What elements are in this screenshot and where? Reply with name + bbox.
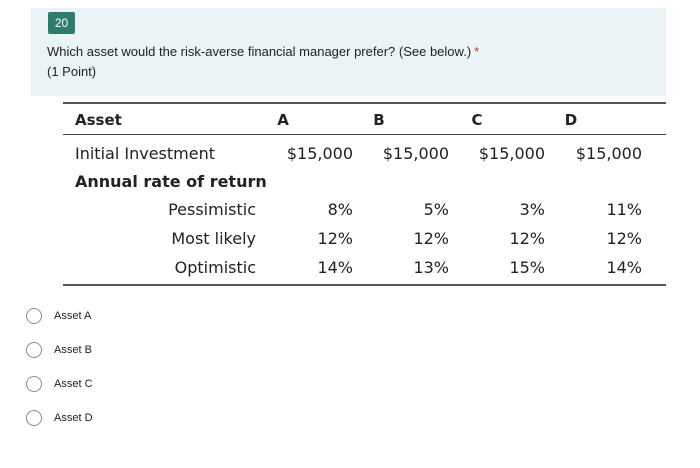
option-asset-d[interactable]: Asset D <box>26 408 226 428</box>
option-asset-b[interactable]: Asset B <box>26 340 226 360</box>
most-likely-a: 12% <box>317 229 353 248</box>
table-top-rule <box>63 102 666 104</box>
optimistic-a: 14% <box>317 258 353 277</box>
header-asset-label: Asset <box>75 111 122 129</box>
table-bottom-rule <box>63 284 666 286</box>
radio-button-icon[interactable] <box>26 342 42 358</box>
initial-investment-b: $15,000 <box>382 144 449 163</box>
pessimistic-d: 11% <box>606 200 642 219</box>
optimistic-c: 15% <box>509 258 545 277</box>
question-prompt: Which asset would the risk-averse financ… <box>47 44 472 59</box>
pessimistic-a: 8% <box>327 200 353 219</box>
option-label: Asset D <box>54 412 93 424</box>
question-points: (1 Point) <box>47 64 97 79</box>
header-col-b: B <box>373 111 385 129</box>
option-asset-c[interactable]: Asset C <box>26 374 226 394</box>
pessimistic-c: 3% <box>519 200 545 219</box>
row-label-most-likely: Most likely <box>171 229 256 248</box>
annual-rate-label: Annual rate of return <box>75 172 267 191</box>
table-header-rule <box>63 134 666 135</box>
option-label: Asset B <box>54 344 92 356</box>
initial-investment-c: $15,000 <box>478 144 545 163</box>
question-text: Which asset would the risk-averse financ… <box>47 43 647 61</box>
optimistic-b: 13% <box>413 258 449 277</box>
initial-investment-label: Initial Investment <box>75 144 215 163</box>
initial-investment-a: $15,000 <box>286 144 353 163</box>
row-label-pessimistic: Pessimistic <box>168 200 256 219</box>
most-likely-c: 12% <box>509 229 545 248</box>
required-asterisk: * <box>474 44 480 59</box>
optimistic-d: 14% <box>606 258 642 277</box>
option-label: Asset A <box>54 310 92 322</box>
asset-table: Asset A B C D Initial Investment $15,000… <box>31 96 666 294</box>
most-likely-d: 12% <box>606 229 642 248</box>
pessimistic-b: 5% <box>423 200 449 219</box>
header-col-c: C <box>471 111 483 129</box>
radio-button-icon[interactable] <box>26 308 42 324</box>
header-col-a: A <box>277 111 289 129</box>
initial-investment-d: $15,000 <box>575 144 642 163</box>
header-col-d: D <box>564 111 578 129</box>
option-label: Asset C <box>54 378 93 390</box>
most-likely-b: 12% <box>413 229 449 248</box>
question-number-badge: 20 <box>48 12 75 34</box>
radio-button-icon[interactable] <box>26 410 42 426</box>
row-label-optimistic: Optimistic <box>174 258 256 277</box>
option-asset-a[interactable]: Asset A <box>26 306 226 326</box>
radio-button-icon[interactable] <box>26 376 42 392</box>
